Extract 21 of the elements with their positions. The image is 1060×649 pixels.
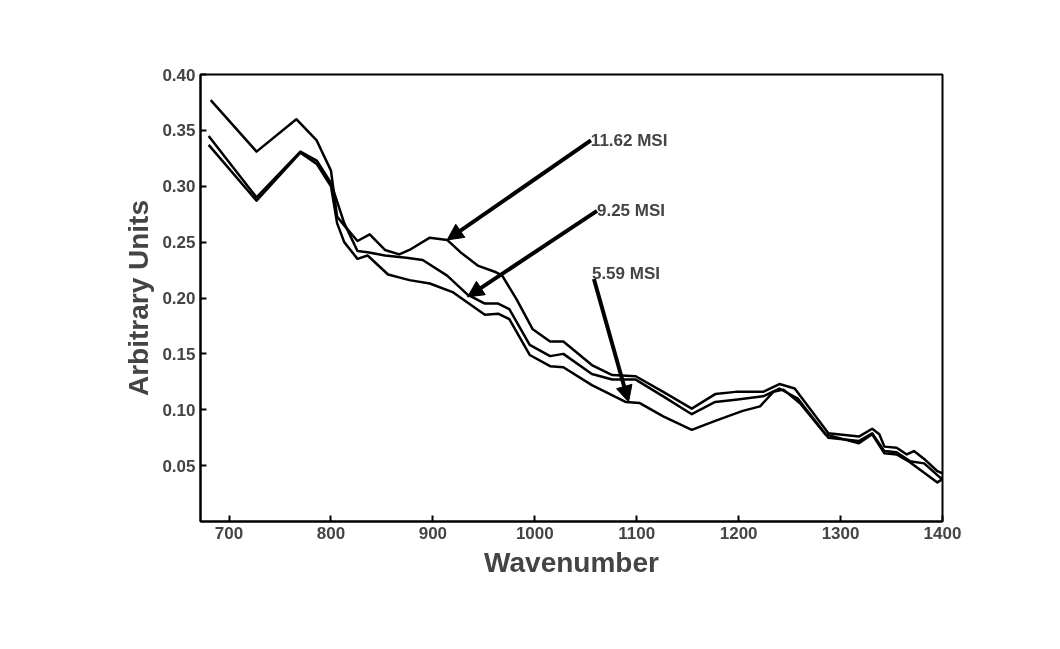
y-tick-label: 0.25: [162, 233, 196, 253]
x-tick-label: 700: [214, 523, 244, 543]
annotation: 11.62 MSI: [590, 130, 668, 150]
y-tick-label: 0.40: [162, 65, 196, 85]
y-tick-label: 0.30: [162, 177, 196, 197]
x-tick-label: 1000: [515, 523, 554, 543]
x-tick-label: 1100: [618, 523, 656, 543]
y-tick-label: 0.35: [162, 121, 196, 141]
y-tick-label: 0.15: [162, 344, 196, 364]
x-tick-label: 1400: [923, 523, 962, 543]
y-axis-title: Arbitrary Units: [123, 199, 155, 397]
x-tick-label: 1300: [821, 523, 860, 543]
annotation: 5.59 MSI: [591, 263, 660, 283]
y-tick-label: 0.10: [162, 400, 196, 420]
y-tick-label: 0.20: [162, 289, 196, 308]
annotation: 9.25 MSI: [596, 201, 666, 221]
x-tick-label: 1200: [719, 523, 758, 543]
x-tick-label: 900: [418, 523, 448, 543]
x-axis-title: Wavenumber: [484, 546, 659, 578]
y-tick-label: 0.05: [162, 456, 196, 476]
x-tick-label: 800: [316, 523, 346, 543]
